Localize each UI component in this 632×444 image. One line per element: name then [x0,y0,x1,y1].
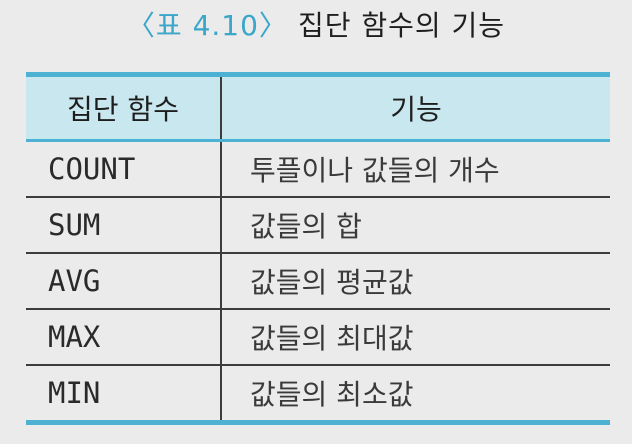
function-name: SUM [26,197,222,254]
caption-title: 집단 함수의 기능 [297,9,506,42]
function-description: 값들의 최소값 [221,365,610,425]
table-row: SUM 값들의 합 [26,197,610,254]
function-description: 투플이나 값들의 개수 [221,140,610,198]
table-caption: 〈표 4.10〉 집단 함수의 기능 [0,6,632,46]
function-description: 값들의 합 [221,197,610,254]
table-row: MAX 값들의 최대값 [26,309,610,366]
function-name: MAX [26,309,222,366]
function-name: COUNT [26,140,222,198]
function-description: 값들의 평균값 [221,253,610,310]
header-description: 기능 [221,72,610,142]
header-function: 집단 함수 [26,72,222,142]
aggregate-function-table: 집단 함수 기능 COUNT 투플이나 값들의 개수 SUM 값들의 합 AVG… [26,72,610,425]
function-name: AVG [26,253,222,310]
table-row: AVG 값들의 평균값 [26,253,610,310]
table-row: MIN 값들의 최소값 [26,365,610,425]
table-row: COUNT 투플이나 값들의 개수 [26,140,610,198]
function-name: MIN [26,365,222,425]
table-header-row: 집단 함수 기능 [26,72,610,142]
function-description: 값들의 최대값 [221,309,610,366]
caption-number: 〈표 4.10〉 [126,9,288,42]
